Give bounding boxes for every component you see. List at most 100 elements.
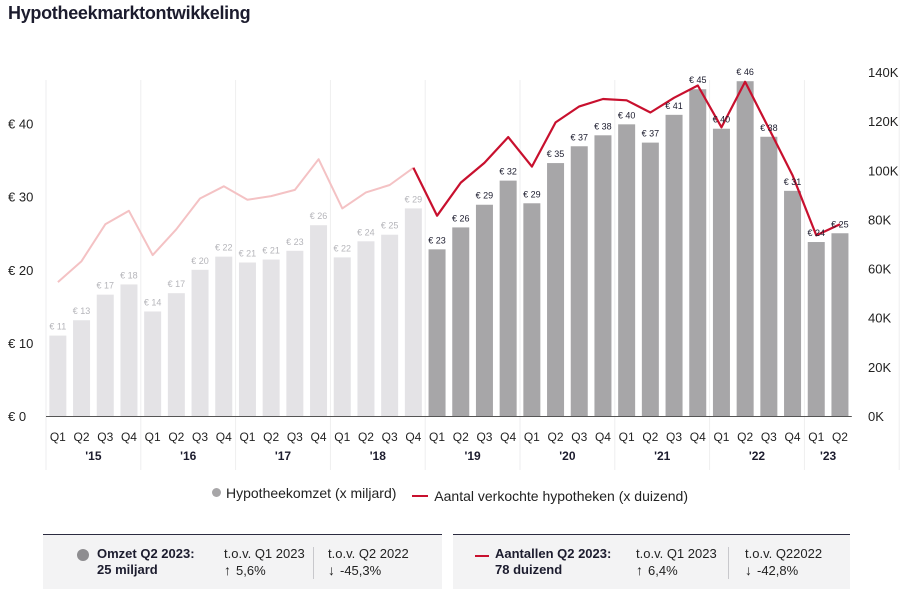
x-tick-label: Q4 (216, 430, 232, 444)
x-year-label: '15 (85, 449, 102, 463)
divider (728, 547, 729, 579)
y-right-tick-label: 120K (868, 114, 899, 129)
x-tick-label: Q4 (121, 430, 137, 444)
bar-value-label: € 46 (736, 67, 754, 77)
bar (262, 259, 280, 416)
x-tick-label: Q2 (548, 430, 564, 444)
bar (712, 128, 730, 417)
x-tick-label: Q1 (713, 430, 729, 444)
bar (428, 249, 446, 416)
x-year-label: '19 (464, 449, 481, 463)
x-tick-label: Q2 (642, 430, 658, 444)
x-tick-label: Q4 (405, 430, 421, 444)
divider (313, 547, 314, 579)
summary-omzet-cmp2: t.o.v. Q2 2022 ↓ -45,3% (328, 546, 409, 579)
bar (167, 293, 185, 416)
bar (807, 242, 825, 416)
bar (310, 225, 328, 416)
x-tick-label: Q2 (358, 430, 374, 444)
x-tick-label: Q1 (239, 430, 255, 444)
bar (191, 269, 209, 416)
bar (499, 180, 517, 416)
bar-value-label: € 22 (333, 243, 351, 253)
bar (665, 114, 683, 416)
bar (689, 89, 707, 417)
x-tick-label: Q3 (192, 430, 208, 444)
bar-value-label: € 21 (262, 246, 280, 256)
summary-aantallen: Aantallen Q2 2023: 78 duizend t.o.v. Q1 … (453, 534, 850, 589)
summary-omzet-cmp1-value: 5,6% (236, 563, 266, 578)
x-tick-label: Q3 (761, 430, 777, 444)
y-right-tick-label: 0K (868, 409, 884, 424)
summary-omzet-label-line1: Omzet Q2 2023: (97, 546, 195, 561)
series-line-past (57, 158, 414, 283)
arrow-up-icon: ↑ (224, 562, 231, 578)
legend-omzet-label: Hypotheekomzet (x miljard) (226, 484, 397, 501)
x-tick-label: Q1 (808, 430, 824, 444)
x-tick-label: Q4 (785, 430, 801, 444)
x-year-label: '17 (275, 449, 292, 463)
bar (475, 204, 493, 416)
mortgage-chart: € 0 € 10 € 20 € 30 € 40 0K 20K 40K 60K 80K 100K 120… (8, 65, 900, 470)
bar-value-label: € 37 (642, 129, 660, 139)
x-tick-label: Q4 (690, 430, 706, 444)
bar-value-label: € 14 (144, 297, 162, 307)
bar-value-label: € 26 (452, 213, 470, 223)
bar-value-label: € 24 (357, 227, 375, 237)
x-tick-label: Q2 (737, 430, 753, 444)
x-tick-label: Q3 (476, 430, 492, 444)
chart-title: Hypotheekmarktontwikkeling (8, 3, 251, 23)
bar (238, 262, 256, 416)
x-tick-label: Q3 (666, 430, 682, 444)
y-right-tick-label: 60K (868, 262, 891, 277)
bar-value-label: € 21 (239, 248, 257, 258)
bar-value-label: € 29 (523, 189, 541, 199)
bar (523, 203, 541, 416)
bar-value-label: € 38 (760, 123, 778, 133)
y-left-tick-label: € 30 (8, 190, 33, 205)
bar (215, 256, 233, 416)
x-tick-label: Q2 (74, 430, 90, 444)
summary-omzet-label: Omzet Q2 2023: 25 miljard (97, 546, 195, 578)
summary-omzet-cmp2-value: -45,3% (340, 563, 382, 578)
bar-value-label: € 45 (689, 75, 707, 85)
x-tick-label: Q2 (453, 430, 469, 444)
bar (286, 250, 304, 416)
x-tick-label: Q2 (168, 430, 184, 444)
legend-omzet-dot-icon (212, 488, 221, 497)
series-line-current (412, 80, 841, 237)
y-left-tick-label: € 40 (8, 117, 33, 132)
legend: Hypotheekomzet (x miljard) Aantal verkoc… (0, 484, 900, 504)
bar-value-label: € 23 (286, 237, 304, 247)
summary-omzet: Omzet Q2 2023: 25 miljard t.o.v. Q1 2023… (43, 534, 442, 589)
x-year-label: '21 (654, 449, 671, 463)
y-right-tick-label: 80K (868, 212, 891, 227)
x-year-label: '22 (749, 449, 766, 463)
bar-value-label: € 25 (381, 221, 399, 231)
bar-value-label: € 41 (665, 101, 683, 111)
summary-aantallen-label-line2: 78 duizend (495, 562, 563, 577)
bar (381, 234, 399, 416)
bar-value-label: € 29 (476, 191, 494, 201)
bar (144, 311, 162, 416)
summary-omzet-cmp1: t.o.v. Q1 2023 ↑ 5,6% (224, 546, 305, 579)
y-right-tick-label: 100K (868, 163, 899, 178)
bar (784, 190, 802, 416)
legend-item-aantal: Aantal verkochte hypotheken (x duizend) (412, 488, 688, 504)
bar (760, 136, 778, 416)
x-tick-label: Q1 (145, 430, 161, 444)
x-tick-label: Q2 (832, 430, 848, 444)
bar (120, 284, 138, 416)
bar-value-label: € 20 (191, 256, 209, 266)
bar (547, 163, 565, 416)
x-year-label: '20 (559, 449, 576, 463)
summary-omzet-cmp1-title: t.o.v. Q1 2023 (224, 546, 305, 561)
bar-value-label: € 18 (120, 270, 138, 280)
x-year-label: '16 (180, 449, 197, 463)
bar-value-label: € 32 (499, 167, 517, 177)
x-tick-label: Q4 (595, 430, 611, 444)
bar-value-label: € 29 (405, 194, 423, 204)
bar (736, 81, 754, 417)
bar (831, 233, 849, 416)
y-left-tick-label: € 10 (8, 336, 33, 351)
